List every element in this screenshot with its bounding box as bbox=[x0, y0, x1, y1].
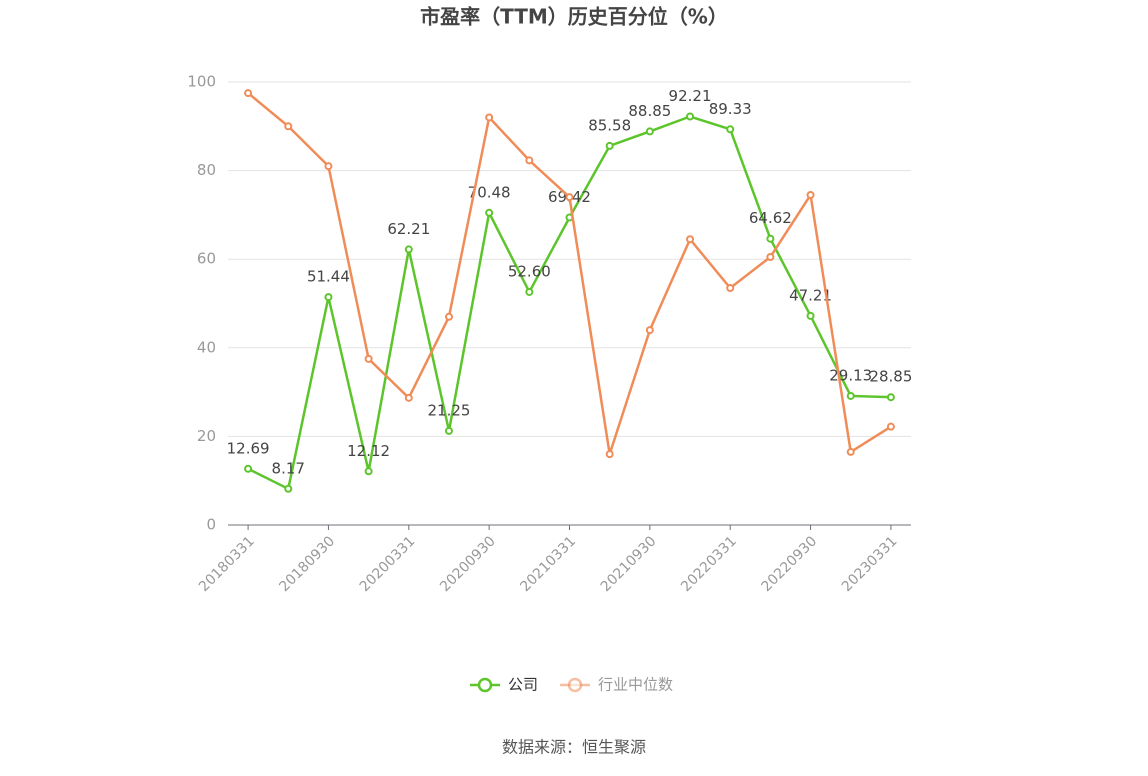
x-tick-label: 20220930 bbox=[759, 533, 821, 595]
point bbox=[364, 354, 373, 363]
data-label: 21.25 bbox=[427, 401, 470, 419]
point bbox=[525, 287, 534, 296]
point bbox=[324, 293, 333, 302]
x-tick-label: 20180930 bbox=[276, 533, 338, 595]
point bbox=[766, 234, 775, 243]
legend-marker bbox=[567, 677, 583, 693]
data-label: 12.12 bbox=[347, 442, 390, 460]
x-tick-label: 20220331 bbox=[678, 533, 740, 595]
point bbox=[284, 122, 293, 131]
point bbox=[364, 467, 373, 476]
point bbox=[886, 422, 895, 431]
data-label: 85.58 bbox=[588, 116, 631, 134]
point bbox=[686, 112, 695, 121]
y-tick-label: 40 bbox=[197, 338, 216, 356]
point bbox=[485, 113, 494, 122]
point bbox=[605, 141, 614, 150]
point bbox=[806, 311, 815, 320]
point bbox=[645, 326, 654, 335]
point bbox=[404, 245, 413, 254]
y-tick-label: 80 bbox=[197, 161, 216, 179]
point bbox=[645, 127, 654, 136]
data-label: 51.44 bbox=[307, 268, 350, 286]
data-label: 8.17 bbox=[272, 459, 305, 477]
point bbox=[726, 125, 735, 134]
point bbox=[846, 391, 855, 400]
point bbox=[806, 190, 815, 199]
legend-marker bbox=[477, 677, 493, 693]
point bbox=[726, 283, 735, 292]
x-tick-label: 20230331 bbox=[839, 533, 901, 595]
point bbox=[686, 235, 695, 244]
point bbox=[886, 393, 895, 402]
data-label: 62.21 bbox=[387, 220, 430, 238]
data-label: 47.21 bbox=[789, 286, 832, 304]
x-tick-label: 20210331 bbox=[517, 533, 579, 595]
y-tick-label: 100 bbox=[187, 73, 216, 91]
point bbox=[324, 162, 333, 171]
point bbox=[525, 156, 534, 165]
data-label: 64.62 bbox=[749, 209, 792, 227]
data-label: 52.60 bbox=[508, 262, 551, 280]
data-label: 29.13 bbox=[829, 366, 872, 384]
point bbox=[404, 393, 413, 402]
point bbox=[605, 450, 614, 459]
point bbox=[244, 464, 253, 473]
point bbox=[766, 252, 775, 261]
y-tick-label: 20 bbox=[197, 427, 216, 445]
source: 数据来源：恒生聚源 bbox=[502, 738, 646, 757]
y-tick-label: 60 bbox=[197, 250, 216, 268]
y-tick-label: 0 bbox=[206, 516, 216, 534]
data-label: 89.33 bbox=[709, 100, 752, 118]
data-label: 12.69 bbox=[227, 439, 270, 457]
data-label: 88.85 bbox=[628, 102, 671, 120]
data-label: 28.85 bbox=[869, 368, 912, 386]
x-tick-label: 20210930 bbox=[598, 533, 660, 595]
x-tick-label: 20180331 bbox=[196, 533, 258, 595]
data-label: 70.48 bbox=[468, 183, 511, 201]
point bbox=[284, 484, 293, 493]
x-tick-label: 20200930 bbox=[437, 533, 499, 595]
chart-title: 市盈率（TTM）历史百分位（%） bbox=[420, 5, 728, 29]
x-tick-label: 20200331 bbox=[357, 533, 419, 595]
point bbox=[565, 193, 574, 202]
point bbox=[846, 447, 855, 456]
data-label: 92.21 bbox=[669, 87, 712, 105]
point bbox=[444, 426, 453, 435]
point bbox=[485, 208, 494, 217]
point bbox=[244, 89, 253, 98]
legend-label: 公司 bbox=[508, 676, 538, 694]
point bbox=[444, 312, 453, 321]
legend-label: 行业中位数 bbox=[598, 676, 673, 694]
